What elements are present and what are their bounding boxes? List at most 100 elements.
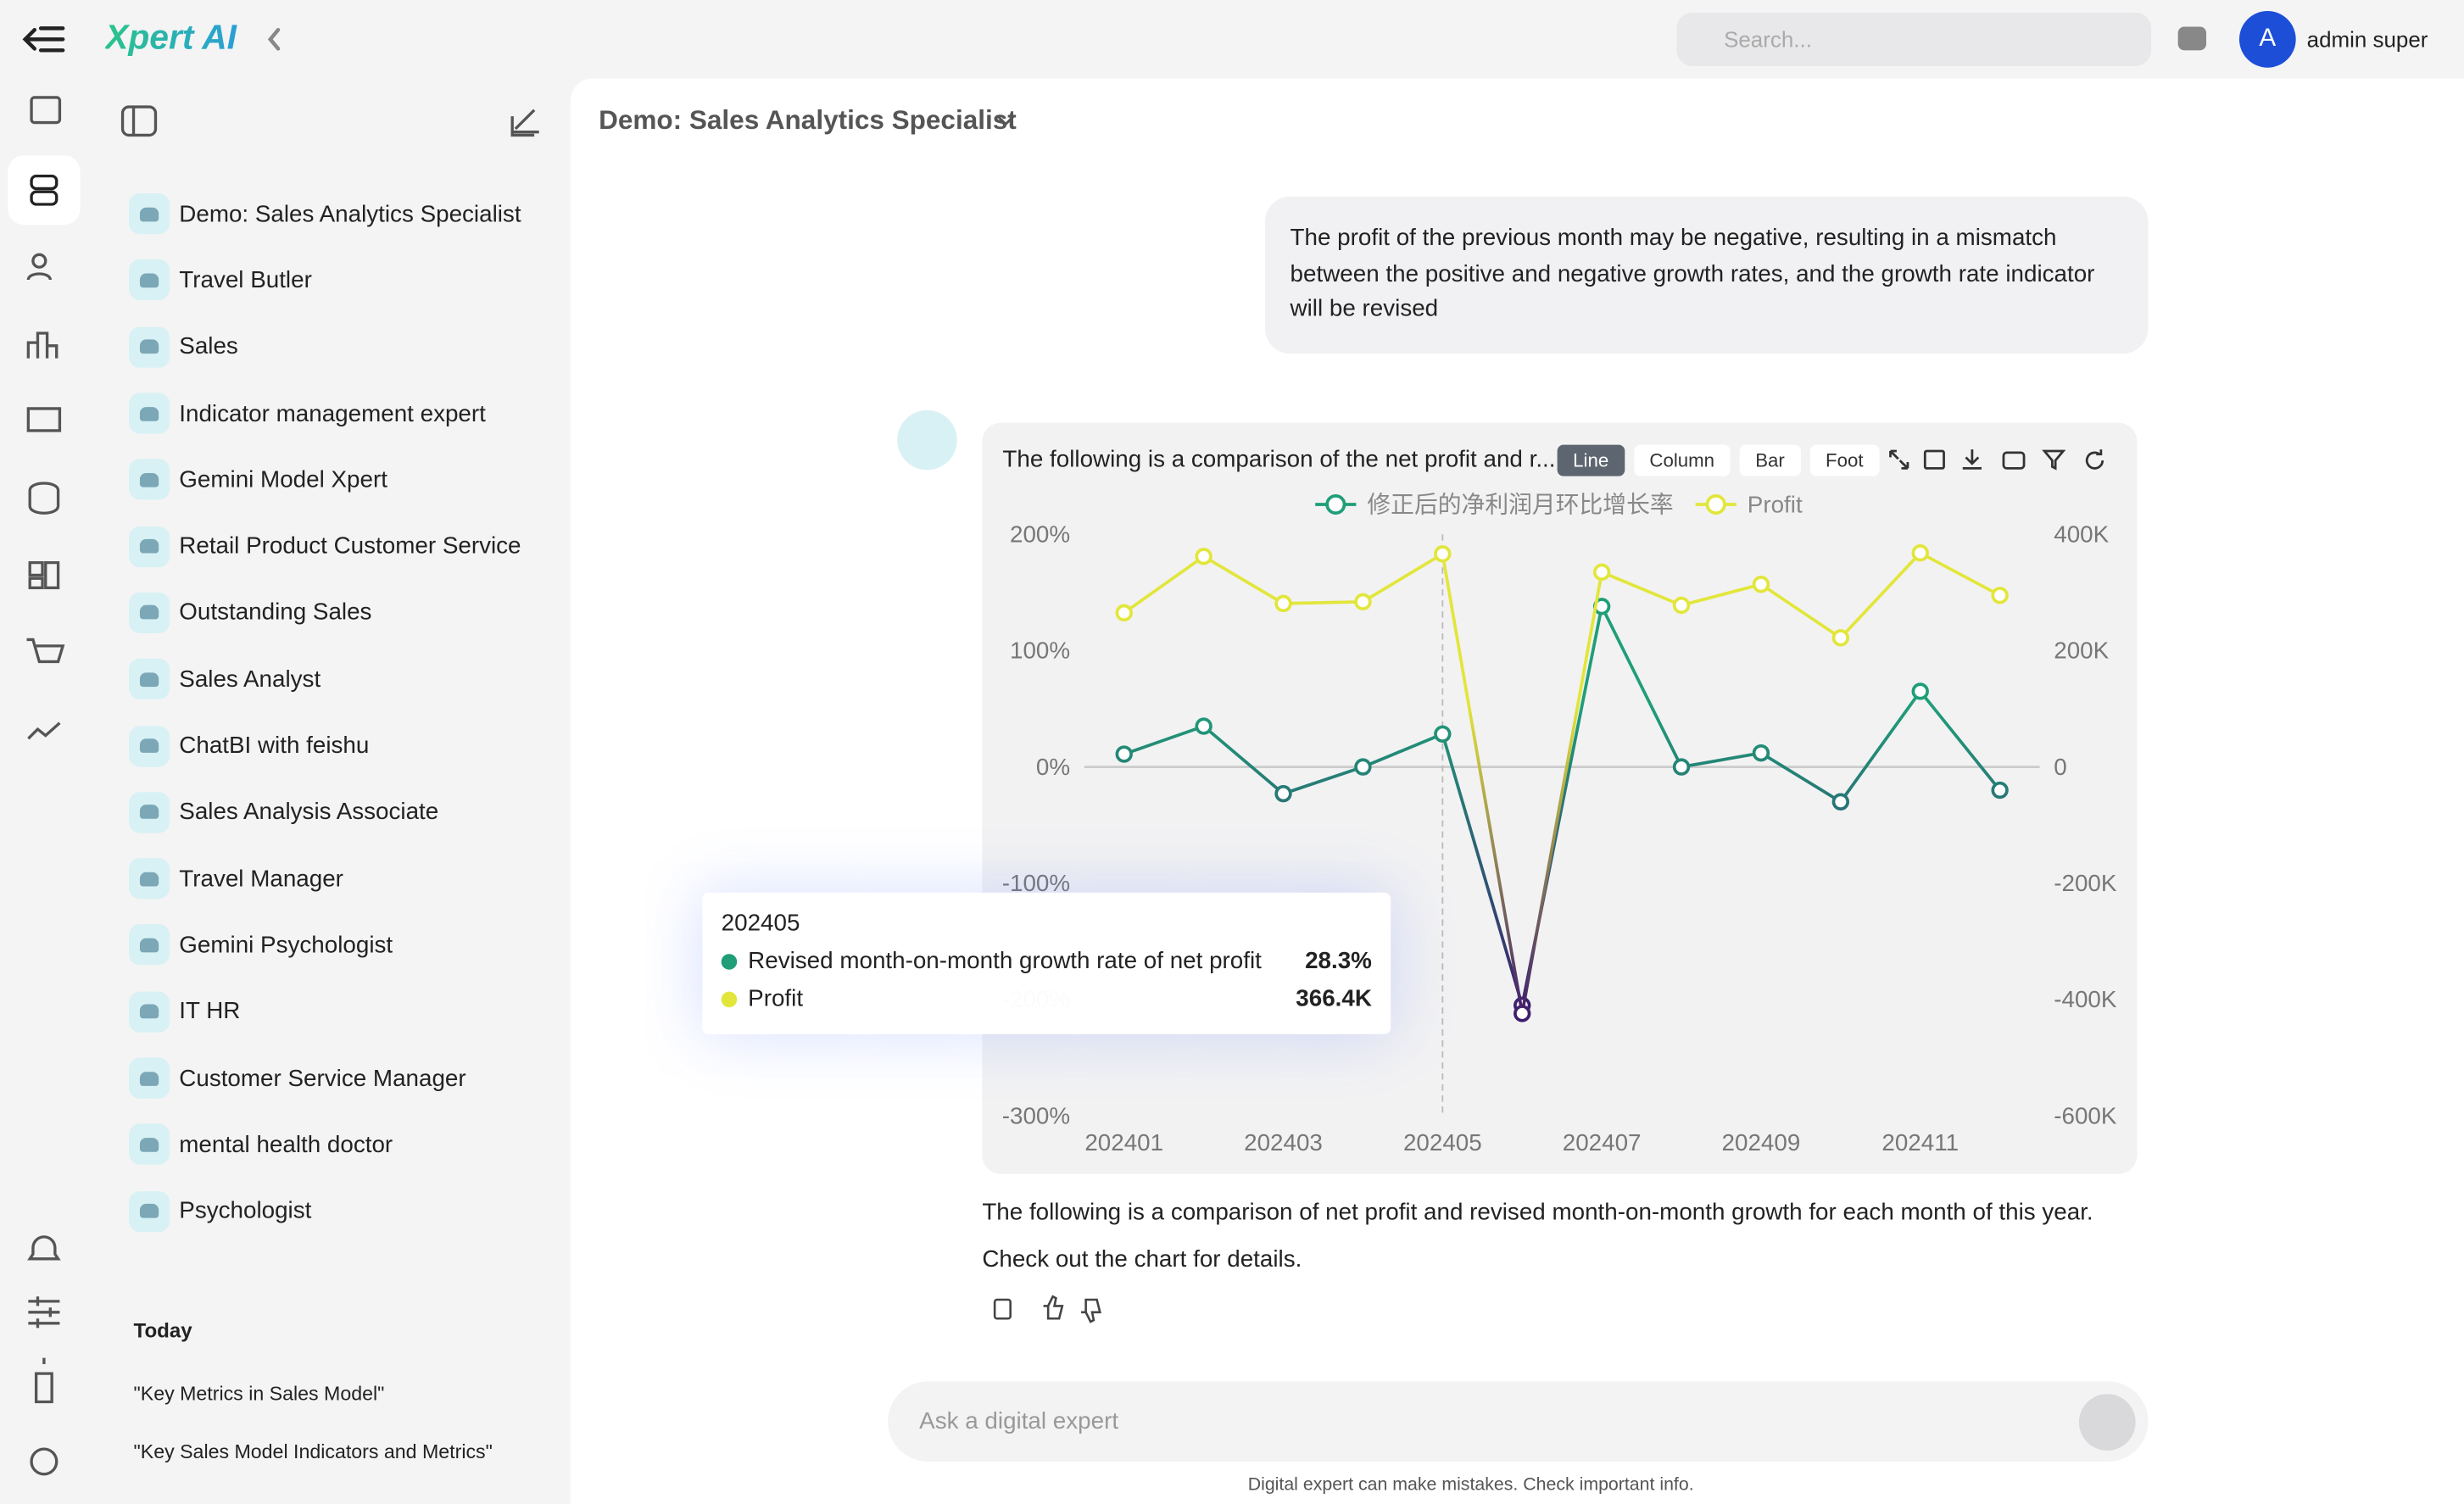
bot-icon[interactable]: [2177, 26, 2207, 51]
avatar-glyph: [139, 605, 159, 621]
tool-icon[interactable]: [1889, 449, 1909, 470]
logo[interactable]: Xpert AI: [105, 17, 237, 57]
avatar-glyph: [139, 938, 159, 953]
data-point: [1592, 563, 1611, 582]
avatar-glyph: [139, 207, 159, 221]
nav-icon[interactable]: [30, 96, 62, 125]
tooltip-name: Revised month-on-month growth rate of ne…: [748, 947, 1262, 975]
series-line: [1123, 601, 2002, 1006]
assistant-item[interactable]: Customer Service Manager: [128, 1044, 553, 1111]
x-tick-label: 202401: [1084, 1129, 1163, 1156]
y-tick-label: -300%: [1002, 1102, 1070, 1128]
user-name[interactable]: admin super: [2306, 26, 2428, 53]
assistant-avatar: [128, 991, 170, 1033]
nav-icon[interactable]: [26, 272, 65, 740]
tooltip-dot: [721, 953, 738, 969]
assistant-item[interactable]: Psychologist: [128, 1178, 553, 1244]
dropdown-icon[interactable]: [996, 113, 1015, 129]
tool-icon[interactable]: [2042, 449, 2066, 471]
nav-icon[interactable]: [30, 190, 59, 206]
conversation-title[interactable]: Demo: Sales Analytics Specialist: [599, 105, 1017, 136]
sidebar-toggle[interactable]: [120, 105, 158, 137]
assistant-avatar: [128, 659, 170, 700]
chart-type-button[interactable]: Foot: [1809, 444, 1880, 476]
history-item[interactable]: "Key Metrics in Sales Model": [133, 1383, 385, 1406]
assistant-item[interactable]: Demo: Sales Analytics Specialist: [128, 181, 553, 247]
assistant-avatar: [128, 459, 170, 501]
assistant-item[interactable]: Sales Analyst: [128, 646, 553, 712]
nav-icon[interactable]: [31, 253, 47, 269]
tool-icon[interactable]: [1923, 449, 1945, 470]
data-point: [1354, 758, 1372, 776]
assistant-name: Gemini Psychologist: [179, 932, 393, 959]
data-point: [1115, 745, 1133, 763]
tool-icon[interactable]: [1962, 449, 1982, 470]
assistant-name: ChatBI with feishu: [179, 732, 370, 760]
menu-icon[interactable]: [22, 26, 65, 53]
tooltip-row: Revised month-on-month growth rate of ne…: [721, 947, 1372, 975]
nav-icon[interactable]: [30, 174, 59, 191]
send-button[interactable]: [2078, 1394, 2136, 1451]
chart-title: The following is a comparison of the net…: [1002, 446, 1556, 473]
y-tick-label: 0%: [1036, 754, 1070, 780]
tooltip-name: Profit: [748, 985, 804, 1012]
chart-card: -300%-200%-100%0%100%200%-600K-400K-200K…: [982, 422, 2138, 1174]
y2-tick-label: -400K: [2054, 986, 2117, 1012]
assistant-item[interactable]: Retail Product Customer Service: [128, 513, 553, 579]
assistant-item[interactable]: Outstanding Sales: [128, 580, 553, 646]
assistant-item[interactable]: Travel Butler: [128, 248, 553, 314]
assistant-avatar: [128, 1123, 170, 1166]
assistant-item[interactable]: Indicator management expert: [128, 380, 553, 446]
assistant-name: Sales Analyst: [179, 666, 321, 693]
tooltip-value: 366.4K: [1296, 985, 1372, 1012]
chart-type-switch: Line Column Bar Foot: [1557, 444, 1880, 476]
avatar-glyph: [139, 472, 159, 487]
user-avatar[interactable]: A: [2238, 10, 2296, 68]
assistant-item[interactable]: Sales: [128, 314, 553, 380]
assistant-item[interactable]: Sales Analysis Associate: [128, 779, 553, 845]
assistant-name: Travel Manager: [179, 865, 343, 893]
assistant-name: Customer Service Manager: [179, 1064, 466, 1092]
history-item[interactable]: "Key Sales Model Indicators and Metrics": [133, 1440, 493, 1463]
data-point: [1274, 594, 1292, 613]
tooltip-dot: [721, 990, 738, 1007]
assistant-item[interactable]: Gemini Psychologist: [128, 912, 553, 978]
y-tick-label: -100%: [1002, 870, 1070, 896]
chat-input[interactable]: Ask a digital expert: [888, 1381, 2149, 1462]
assistant-item[interactable]: Gemini Model Xpert: [128, 447, 553, 513]
copy-icon[interactable]: [993, 1298, 1012, 1320]
data-point: [1354, 593, 1372, 611]
avatar-glyph: [139, 1004, 159, 1019]
assistant-item[interactable]: IT HR: [128, 978, 553, 1044]
assistant-name: Sales Analysis Associate: [179, 799, 439, 826]
data-point: [1752, 744, 1770, 762]
tool-icon[interactable]: [2085, 449, 2104, 470]
assistant-avatar: [128, 725, 170, 766]
bot-avatar: [897, 409, 957, 471]
assistant-name: Demo: Sales Analytics Specialist: [179, 200, 521, 228]
assistant-item[interactable]: ChatBI with feishu: [128, 712, 553, 778]
chart-type-button[interactable]: Column: [1633, 444, 1731, 476]
avatar-glyph: [139, 738, 159, 753]
tool-icon[interactable]: [2002, 451, 2026, 470]
y2-tick-label: -200K: [2054, 870, 2117, 896]
x-tick-label: 202405: [1403, 1129, 1482, 1156]
chart-type-button[interactable]: Bar: [1739, 444, 1801, 476]
collapse-icon[interactable]: [267, 27, 281, 51]
assistant-name: Gemini Model Xpert: [179, 466, 387, 493]
feedback-icon[interactable]: [1043, 1295, 1101, 1323]
search-box[interactable]: Search...: [1676, 12, 2152, 66]
assistant-avatar: [128, 393, 170, 434]
assistant-item[interactable]: Travel Manager: [128, 845, 553, 911]
assistant-item[interactable]: mental health doctor: [128, 1111, 553, 1178]
data-point: [1831, 793, 1850, 810]
avatar-glyph: [139, 805, 159, 820]
assistant-name: IT HR: [179, 998, 241, 1025]
y2-tick-label: 200K: [2054, 638, 2109, 664]
new-chat-icon[interactable]: [131, 107, 539, 137]
chart-type-button[interactable]: Line: [1557, 444, 1625, 476]
data-point: [1434, 725, 1452, 743]
avatar-glyph: [139, 872, 159, 886]
nav-icon[interactable]: [27, 1235, 61, 1476]
